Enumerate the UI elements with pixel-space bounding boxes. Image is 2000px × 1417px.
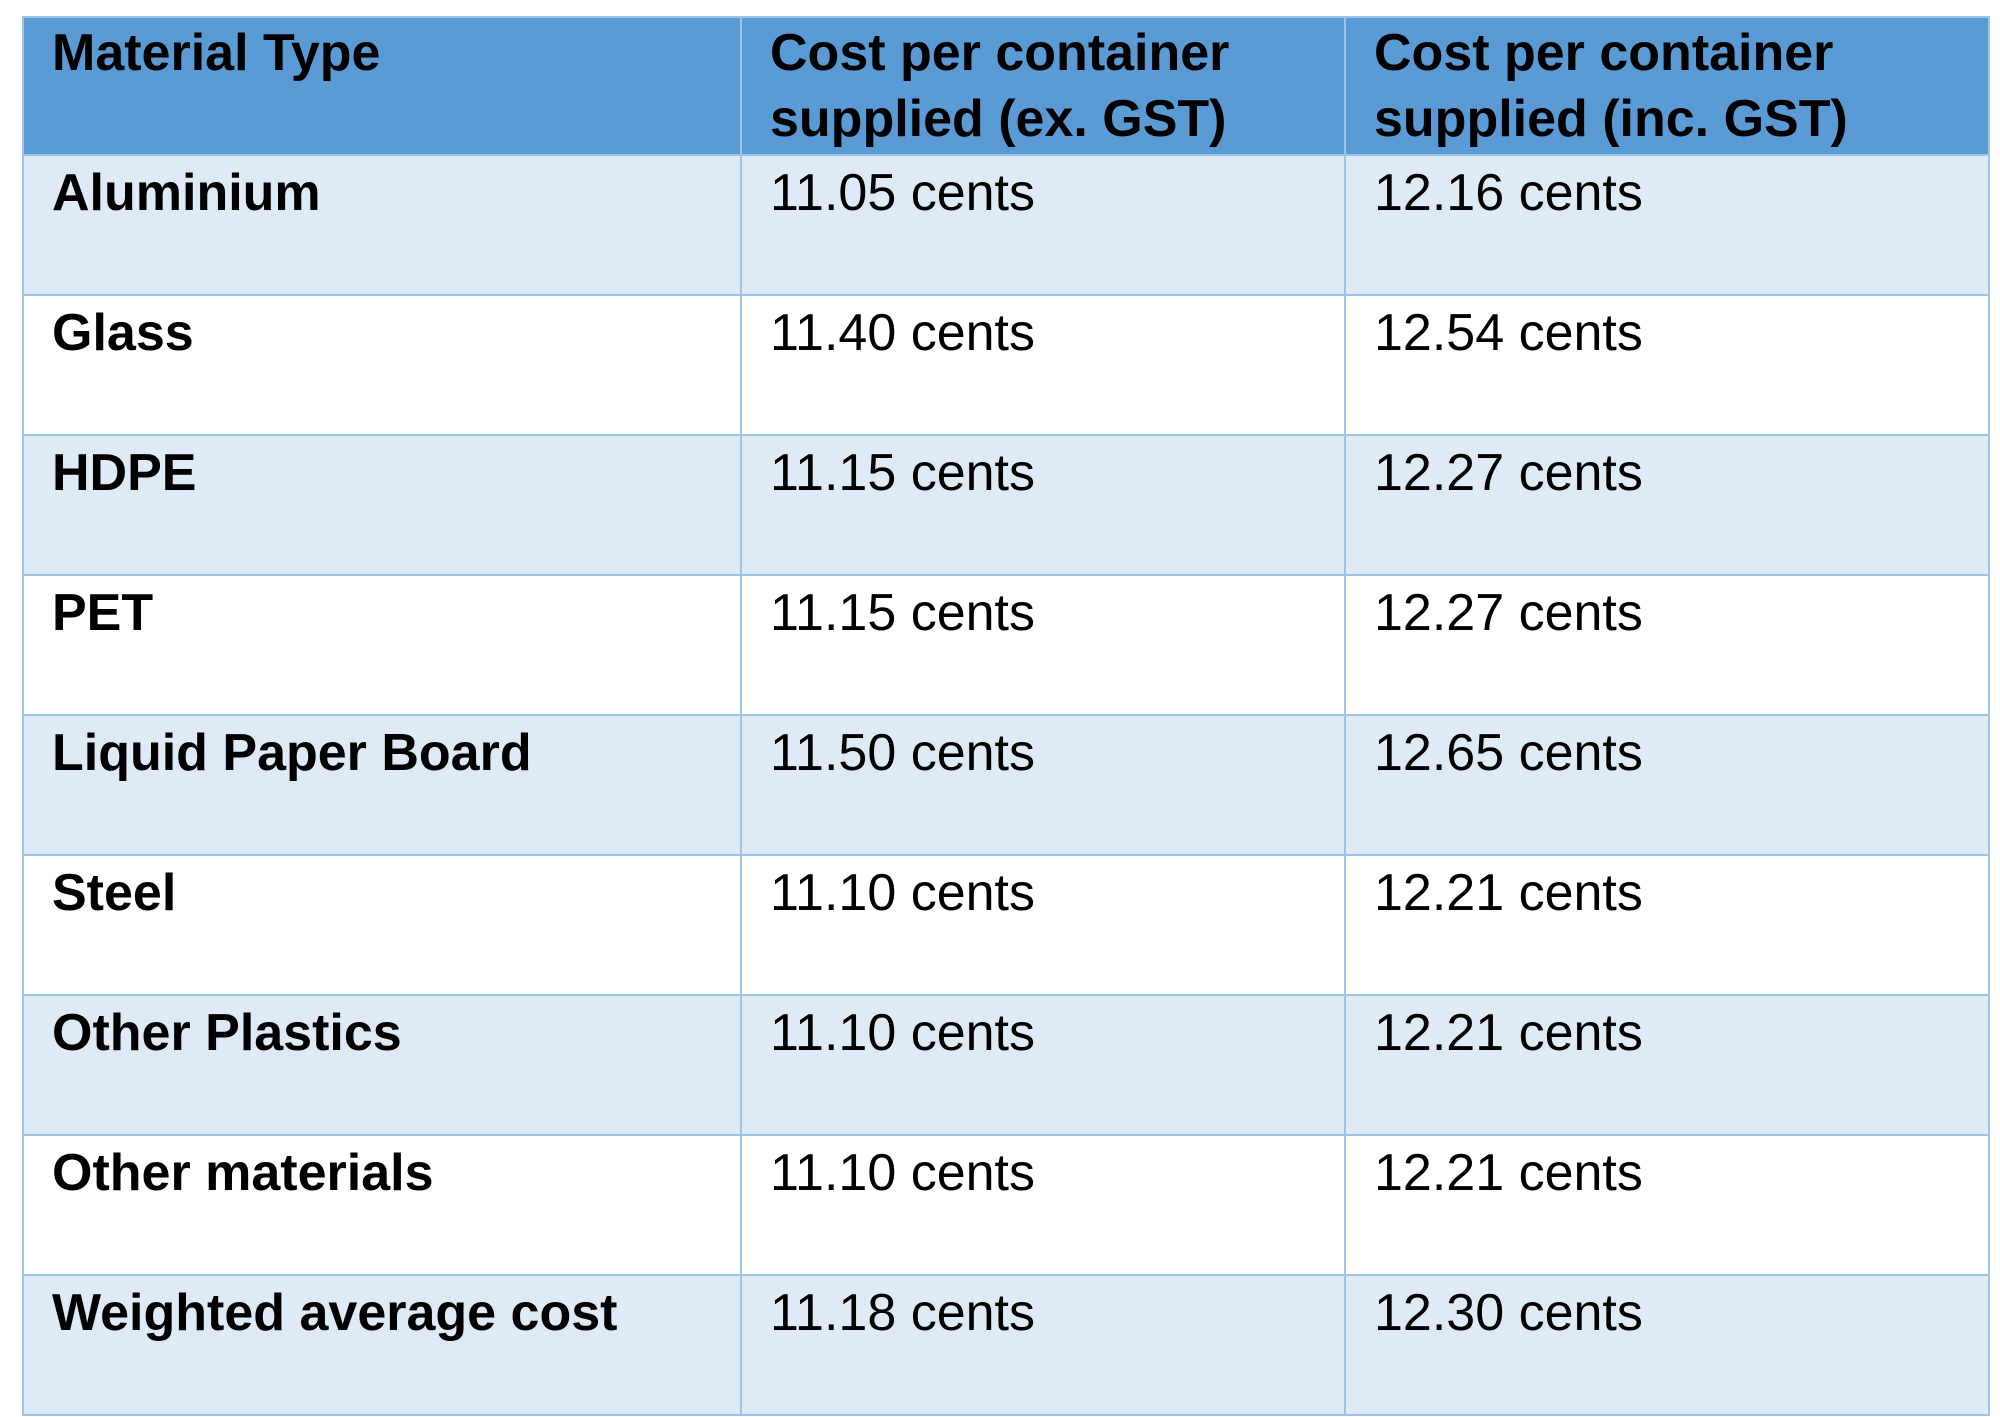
cost-cell: 12.21 cents — [1344, 994, 1990, 1136]
cost-cell: 11.10 cents — [740, 854, 1346, 996]
cost-cell: 12.21 cents — [1344, 1134, 1990, 1276]
table-row: Weighted average cost 11.18 cents 12.30 ce… — [22, 1274, 1990, 1416]
material-cell: Steel — [22, 854, 742, 996]
cost-cell: 12.27 cents — [1344, 574, 1990, 716]
table-row: Other Plastics 11.10 cents 12.21 cents — [22, 994, 1990, 1136]
table-row: Glass 11.40 cents 12.54 cents — [22, 294, 1990, 436]
table-row: Liquid Paper Board 11.50 cents 12.65 cents — [22, 714, 1990, 856]
header-row: Material Type Cost per container supplied… — [22, 16, 1990, 156]
cost-cell: 12.21 cents — [1344, 854, 1990, 996]
header-cell: Material Type — [22, 16, 742, 156]
cost-table: Material Type Cost per container supplied… — [22, 16, 1990, 1416]
header-cell: Cost per container supplied (ex. GST) — [740, 16, 1346, 156]
cost-cell: 11.10 cents — [740, 994, 1346, 1136]
cost-cell: 11.18 cents — [740, 1274, 1346, 1416]
table-row: Other materials 11.10 cents 12.21 cents — [22, 1134, 1990, 1276]
material-cell: Weighted average cost — [22, 1274, 742, 1416]
material-cell: HDPE — [22, 434, 742, 576]
table-row: Aluminium 11.05 cents 12.16 cents — [22, 154, 1990, 296]
header-cell: Cost per container supplied (inc. GST) — [1344, 16, 1990, 156]
cost-cell: 11.05 cents — [740, 154, 1346, 296]
material-cell: Glass — [22, 294, 742, 436]
material-cell: Aluminium — [22, 154, 742, 296]
material-cell: Liquid Paper Board — [22, 714, 742, 856]
cost-cell: 12.65 cents — [1344, 714, 1990, 856]
cost-cell: 11.40 cents — [740, 294, 1346, 436]
cost-cell: 11.15 cents — [740, 574, 1346, 716]
material-cell: Other materials — [22, 1134, 742, 1276]
table-row: PET 11.15 cents 12.27 cents — [22, 574, 1990, 716]
table-row: HDPE 11.15 cents 12.27 cents — [22, 434, 1990, 576]
cost-cell: 12.16 cents — [1344, 154, 1990, 296]
cost-cell: 11.50 cents — [740, 714, 1346, 856]
cost-cell: 11.15 cents — [740, 434, 1346, 576]
table-row: Steel 11.10 cents 12.21 cents — [22, 854, 1990, 996]
cost-cell: 12.54 cents — [1344, 294, 1990, 436]
cost-cell: 12.30 cents — [1344, 1274, 1990, 1416]
material-cell: PET — [22, 574, 742, 716]
cost-cell: 11.10 cents — [740, 1134, 1346, 1276]
cost-cell: 12.27 cents — [1344, 434, 1990, 576]
material-cell: Other Plastics — [22, 994, 742, 1136]
